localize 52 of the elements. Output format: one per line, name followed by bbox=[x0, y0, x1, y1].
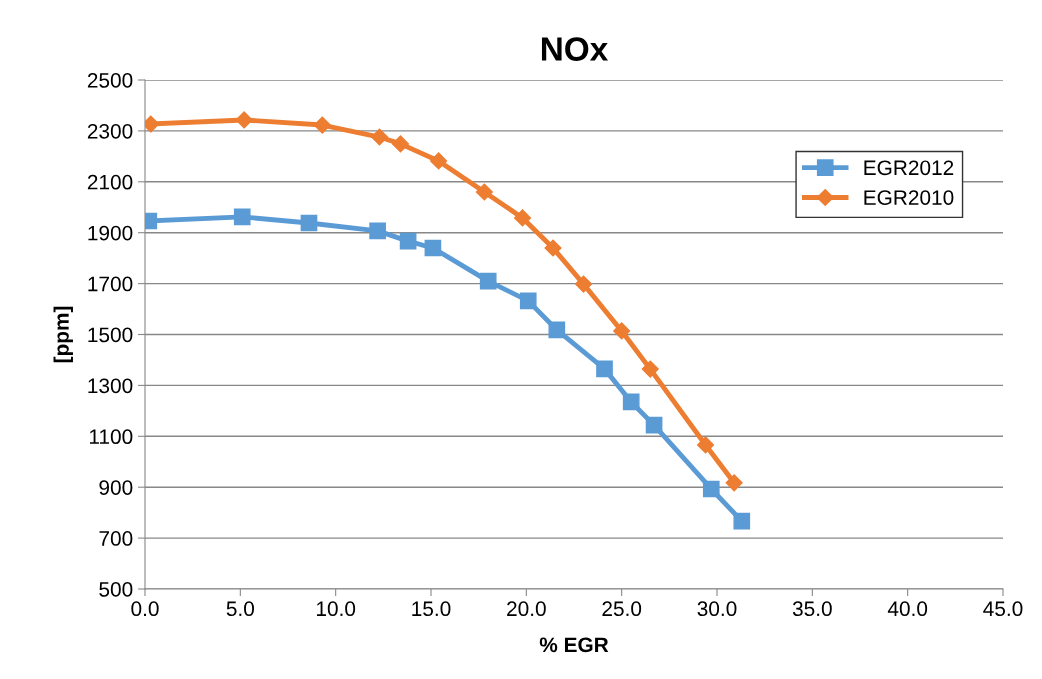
point bbox=[519, 292, 537, 310]
point bbox=[596, 360, 613, 378]
legend-label: EGR2010 bbox=[864, 190, 954, 205]
point bbox=[391, 135, 410, 153]
point bbox=[733, 512, 751, 530]
y-tick-label: 500 bbox=[99, 582, 133, 597]
x-tick-label: 30.0 bbox=[697, 601, 737, 617]
point bbox=[424, 239, 442, 257]
x-tick-label: 10.0 bbox=[316, 601, 356, 617]
x-tick-label: 20.0 bbox=[507, 601, 546, 617]
point bbox=[574, 275, 593, 293]
x-axis-title: % EGR bbox=[539, 637, 609, 653]
point bbox=[548, 321, 566, 339]
x-tick-label: 45.0 bbox=[983, 601, 1023, 617]
y-tick-label: 900 bbox=[99, 480, 133, 495]
legend-label: EGR2012 bbox=[864, 160, 954, 176]
x-tick-label: 15.0 bbox=[412, 601, 451, 617]
point bbox=[613, 322, 631, 340]
x-tick-label: 0.0 bbox=[131, 601, 159, 617]
x-tick-label: 5.0 bbox=[226, 601, 254, 617]
point bbox=[641, 360, 659, 378]
chart-title: NOx bbox=[541, 37, 609, 61]
point bbox=[475, 183, 493, 201]
point bbox=[622, 393, 640, 411]
y-tick-label: 1900 bbox=[88, 225, 133, 241]
point bbox=[544, 239, 562, 257]
y-tick-label: 2100 bbox=[87, 174, 133, 190]
y-tick-label: 1100 bbox=[89, 429, 133, 445]
point bbox=[513, 209, 532, 227]
point bbox=[702, 480, 720, 498]
y-tick-label: 1500 bbox=[88, 327, 133, 343]
x-tick-label: 25.0 bbox=[602, 601, 642, 617]
point bbox=[233, 208, 251, 226]
y-tick-label: 1300 bbox=[88, 378, 133, 394]
point bbox=[645, 416, 663, 434]
x-tick-label: 40.0 bbox=[887, 601, 928, 617]
point bbox=[430, 152, 448, 170]
y-tick-label: 2300 bbox=[87, 123, 133, 139]
y-tick-label: 2500 bbox=[87, 73, 133, 88]
point bbox=[697, 436, 715, 454]
x-tick-label: 35.0 bbox=[792, 601, 832, 617]
y-tick-label: 1700 bbox=[88, 276, 133, 292]
point bbox=[313, 116, 331, 134]
point bbox=[235, 111, 253, 129]
point bbox=[300, 214, 318, 232]
point bbox=[725, 474, 743, 492]
y-tick-label: 700 bbox=[99, 531, 133, 546]
point bbox=[370, 128, 389, 146]
point bbox=[479, 272, 497, 290]
point bbox=[369, 222, 386, 240]
point bbox=[399, 232, 417, 250]
y-axis-title: [ppm] bbox=[53, 306, 73, 363]
